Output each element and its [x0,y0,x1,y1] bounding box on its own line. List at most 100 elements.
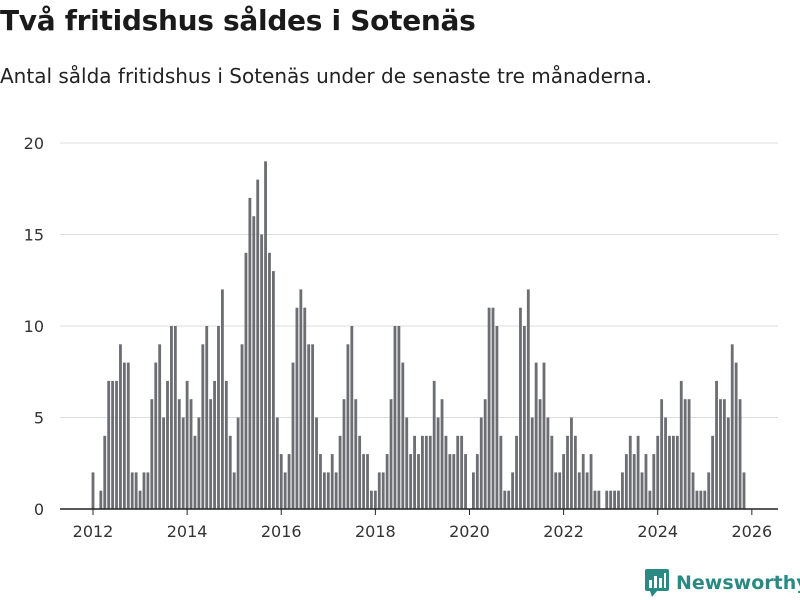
bar [213,380,216,509]
bar [103,435,107,509]
bar [495,326,499,509]
bar [507,490,511,509]
bar [570,417,573,509]
bar [562,454,566,509]
x-tick-label: 2016 [261,522,302,541]
bar [370,490,373,509]
bar [515,435,518,509]
bar [734,362,738,509]
bar [609,490,613,509]
x-tick-label: 2020 [449,522,490,541]
bar [330,454,334,509]
bar [530,417,534,509]
bar [534,362,538,509]
bar [554,472,558,509]
bar [377,472,381,509]
bar [397,326,401,509]
bar [224,380,228,509]
bar [209,399,213,509]
bar [691,472,695,509]
bar [354,399,358,509]
bar [503,490,507,509]
bar [401,362,405,509]
bar [99,490,103,509]
bar [115,380,118,509]
bar [511,472,515,509]
bar [448,454,452,509]
bar [440,399,444,509]
bar [558,472,562,509]
bar [491,307,495,509]
bar [279,454,283,509]
bar [319,454,322,509]
bar [624,454,628,509]
bar [675,435,679,509]
bar [405,417,409,509]
bar [617,490,620,509]
bar [150,399,154,509]
bar [636,435,640,509]
bar [158,344,162,509]
highlight-value-label: 2 [747,0,757,4]
bar [566,435,569,509]
bar [228,435,232,509]
bar [362,454,365,509]
bar [311,344,315,509]
bar [703,490,707,509]
bar [409,454,413,509]
bar [644,454,648,509]
bar [166,380,169,509]
bar [338,435,342,509]
bar [550,435,554,509]
bar [201,344,205,509]
bar [236,417,240,509]
bar [385,454,389,509]
bar [91,472,95,509]
y-tick-label: 0 [34,500,44,519]
bar [283,472,287,509]
bar [381,472,385,509]
x-tick-label: 2018 [355,522,396,541]
bar [585,472,589,509]
bar [252,216,256,509]
bar [573,435,577,509]
bar [483,399,487,509]
bar [722,399,726,509]
bar [452,454,456,509]
bar [413,435,416,509]
x-tick-label: 2022 [543,522,584,541]
newsworthy-logo-icon [645,569,669,597]
bar [173,326,177,509]
bars [91,161,746,510]
bar [444,435,448,509]
bar [256,179,260,509]
bar [142,472,146,509]
bar [479,417,483,509]
bar [577,472,581,509]
bar [244,252,248,510]
bar [170,326,173,509]
bar [726,417,730,509]
bar [248,197,252,509]
bar [350,326,354,509]
bar [499,435,503,509]
bar [197,417,201,509]
bar [126,362,130,509]
chart-title: Två fritidshus såldes i Sotenäs [0,4,476,37]
bar [326,472,330,509]
bar [424,435,428,509]
bar [668,435,671,509]
bar [652,454,656,509]
y-tick-label: 15 [24,226,44,245]
bar [217,326,220,509]
bar [687,399,691,509]
bar [287,454,291,509]
bar [656,435,660,509]
y-tick-label: 20 [24,134,44,153]
bar [526,289,530,509]
bar [307,344,311,509]
bar [464,454,467,509]
bar [342,399,346,509]
bar [138,490,142,509]
bar [730,344,734,509]
